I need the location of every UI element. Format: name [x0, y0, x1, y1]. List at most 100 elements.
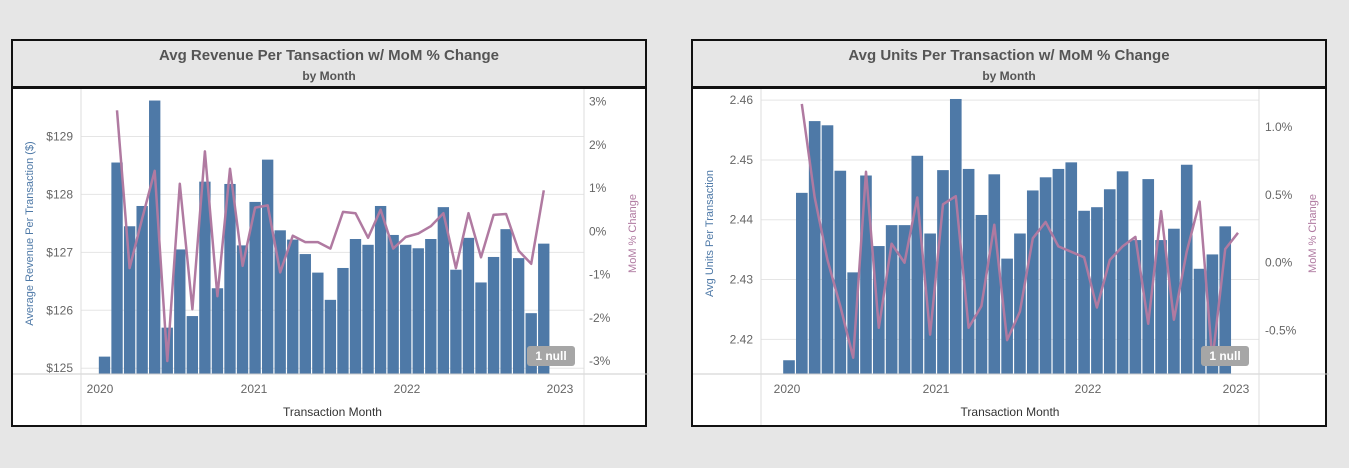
bar	[988, 174, 1001, 374]
bar	[261, 159, 274, 374]
bar	[387, 234, 399, 374]
bar	[937, 170, 949, 374]
x-axis-title: Transaction Month	[961, 405, 1060, 419]
y2-axis-title: MoM % Change	[627, 194, 639, 273]
bar	[975, 214, 988, 374]
bar	[821, 125, 834, 375]
bar	[796, 192, 808, 374]
y2-tick-label: -2%	[589, 311, 611, 325]
units-chart-subtitle: by Month	[982, 69, 1036, 83]
bar	[362, 244, 374, 374]
y-tick-label: $125	[46, 361, 73, 375]
y-tick-label: $126	[46, 303, 73, 317]
bar	[487, 256, 500, 374]
bar	[475, 282, 487, 374]
bar	[287, 239, 299, 374]
bar	[1155, 240, 1167, 374]
bar	[834, 170, 847, 374]
x-tick-label: 2023	[1223, 382, 1250, 396]
y2-tick-label: 0.0%	[1265, 256, 1293, 270]
y2-tick-label: 0.5%	[1265, 188, 1293, 202]
y-tick-label: 2.42	[730, 332, 754, 346]
bar	[512, 258, 525, 374]
y-tick-label: 2.45	[730, 153, 754, 167]
bar	[847, 272, 859, 374]
bar	[1014, 233, 1026, 374]
bar	[1065, 162, 1078, 374]
bar	[885, 225, 898, 374]
bar	[949, 98, 962, 374]
bar	[412, 248, 424, 374]
bar	[98, 356, 111, 374]
null-indicator-bg	[1201, 346, 1249, 366]
bar	[1168, 228, 1180, 374]
x-axis-title: Transaction Month	[283, 405, 382, 419]
bar	[1026, 190, 1039, 374]
bar	[1103, 189, 1116, 374]
units-chart[interactable]: 2.42 2.43 2.44 2.45 2.46 -0.5% 0.0% 0.5% 1.0% 202…	[693, 41, 1329, 429]
y2-tick-label: 1%	[589, 181, 607, 195]
units-chart-title: Avg Units Per Transaction w/ MoM % Chang…	[848, 47, 1170, 64]
bar	[186, 316, 199, 374]
y-axis-title: Average Revenue Per Transaction ($)	[24, 141, 36, 325]
bar	[1116, 171, 1129, 374]
bar	[872, 246, 885, 374]
x-tick-label: 2021	[241, 382, 268, 396]
y2-tick-label: -1%	[589, 268, 611, 282]
bar	[374, 205, 387, 374]
bar	[149, 100, 161, 375]
bar	[299, 254, 311, 374]
null-indicator[interactable]: 1 null	[1201, 346, 1249, 366]
y-tick-label: 2.46	[730, 93, 754, 107]
bar	[924, 233, 936, 374]
mom-change-line	[800, 103, 1239, 362]
bar	[860, 175, 872, 374]
null-indicator-label: 1 null	[535, 349, 566, 363]
bar	[111, 162, 123, 374]
y-tick-label: $128	[46, 187, 73, 201]
null-indicator[interactable]: 1 null	[527, 346, 575, 366]
bar	[1142, 179, 1155, 374]
revenue-chart-subtitle: by Month	[302, 69, 356, 83]
bar	[274, 230, 286, 374]
bar	[898, 225, 911, 374]
bar	[1052, 168, 1065, 374]
bar	[437, 207, 450, 374]
bar	[783, 360, 795, 374]
x-tick-label: 2020	[87, 382, 114, 396]
x-tick-label: 2022	[394, 382, 421, 396]
units-chart-panel: Avg Units Per Transaction w/ MoM % Chang…	[691, 39, 1329, 429]
y-tick-label: $129	[46, 129, 73, 143]
x-tick-label: 2021	[923, 382, 950, 396]
x-tick-label: 2020	[774, 382, 801, 396]
bar	[500, 229, 512, 374]
y2-axis-title: MoM % Change	[1307, 194, 1319, 273]
y2-tick-label: 2%	[589, 138, 607, 152]
bar	[462, 237, 475, 374]
y2-tick-label: -0.5%	[1265, 324, 1297, 338]
bar	[1180, 164, 1193, 374]
bar	[236, 245, 249, 374]
mom-change-line	[115, 110, 546, 363]
y-tick-label: $127	[46, 245, 73, 259]
bar	[174, 249, 186, 374]
bar	[1078, 210, 1090, 374]
y2-tick-label: 0%	[589, 224, 607, 238]
y-tick-label: 2.43	[730, 273, 754, 287]
y-axis-title: Avg Units Per Transaction	[704, 170, 716, 297]
bar	[1091, 207, 1103, 374]
bar	[911, 155, 924, 374]
bar	[1129, 240, 1142, 374]
bar	[211, 288, 224, 374]
bar	[1193, 268, 1206, 374]
bar	[525, 313, 537, 374]
x-tick-label: 2023	[547, 382, 574, 396]
bar	[450, 269, 462, 374]
bar	[400, 244, 412, 374]
y2-tick-label: 3%	[589, 95, 607, 109]
bar	[1219, 226, 1232, 374]
bar	[349, 239, 362, 374]
bar	[1001, 258, 1013, 374]
bar	[249, 201, 261, 374]
revenue-chart[interactable]: $125 $126 $127 $128 $129 -3% -2% -1% 0% 1% 2% 3% 202…	[13, 41, 649, 429]
